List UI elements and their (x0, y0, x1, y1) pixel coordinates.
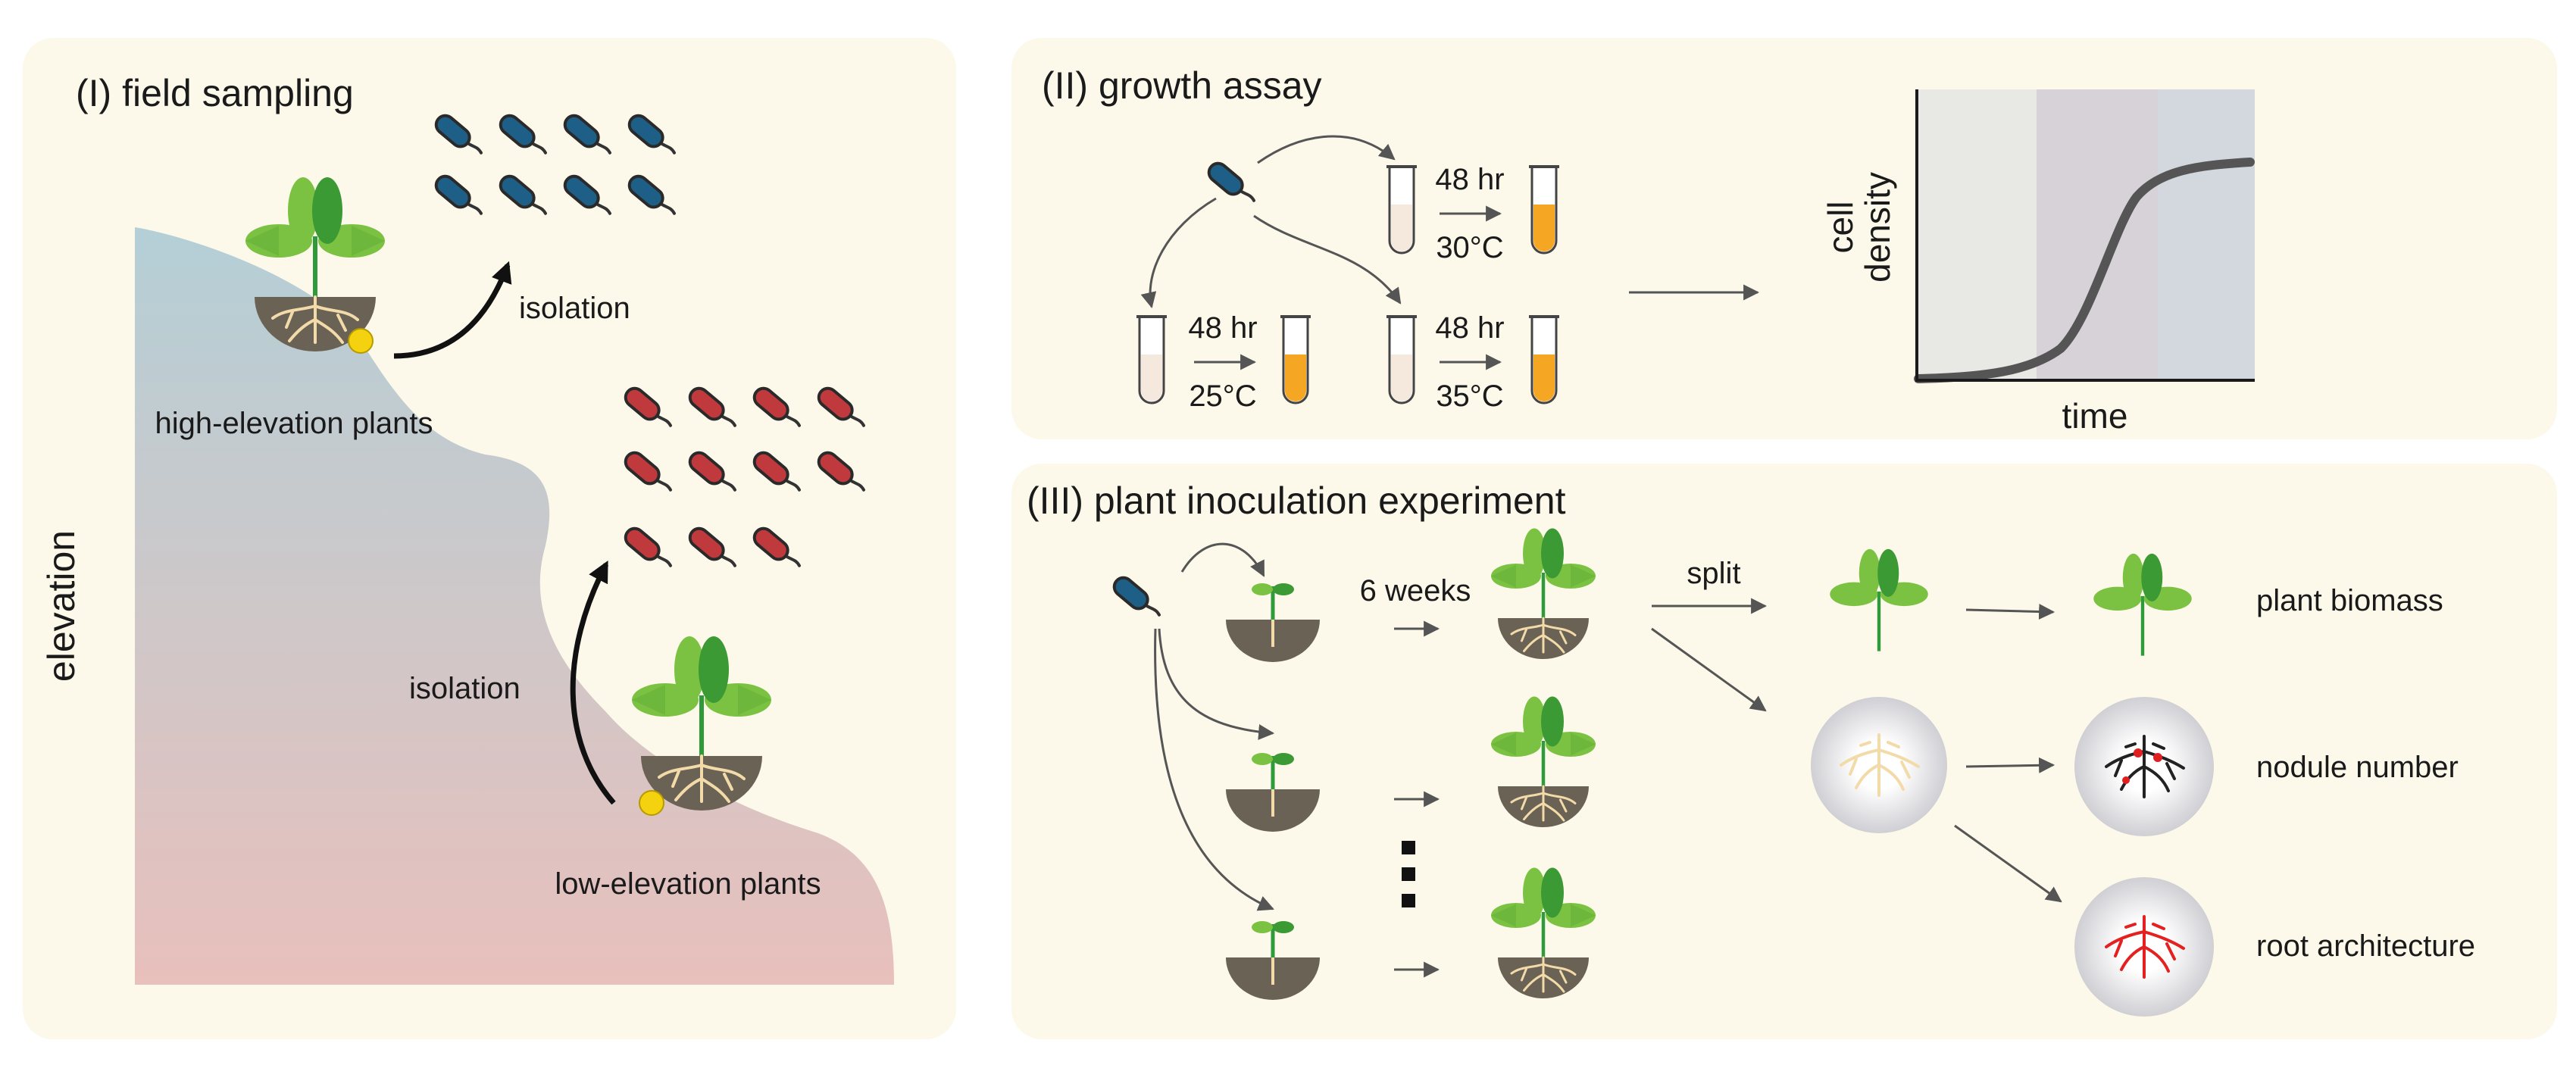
stationary-phase-region (2158, 89, 2255, 380)
growth-curve (1914, 158, 2255, 383)
output-plant-biomass: plant biomass (2256, 584, 2443, 617)
duration-label: 48 hr (1435, 163, 1504, 196)
split-label: split (1687, 557, 1740, 590)
isolation-arrow-bottom (570, 561, 616, 805)
temperature-label: 35°C (1436, 380, 1503, 413)
condition-30c: 48 hr 30°C (1385, 163, 1561, 264)
y-axis-label-line2: density (1858, 172, 1897, 283)
output-root-architecture: root architecture (2256, 929, 2475, 963)
panel-3-title: (III) plant inoculation experiment (1027, 479, 1566, 522)
duration-weeks-label: 6 weeks (1360, 574, 1471, 608)
test-tube-after (1279, 315, 1312, 405)
temperature-label: 25°C (1189, 380, 1256, 413)
lag-phase-region (1917, 89, 2037, 380)
condition-25c: 48 hr 25°C (1135, 311, 1312, 413)
elevation-axis-label: elevation (40, 530, 83, 682)
y-axis-label-line1: cell (1821, 201, 1860, 253)
nodule-yellow-icon (348, 328, 374, 354)
panel-2-title: (II) growth assay (1042, 64, 1322, 107)
inoculation-arrows (1154, 542, 2062, 978)
x-axis-label: time (2062, 396, 2128, 436)
duration-label: 48 hr (1435, 311, 1504, 345)
isolation-label-bottom: isolation (409, 672, 521, 705)
panel-field-sampling: (I) field sampling elevation (23, 38, 956, 1039)
nodule-yellow-icon (639, 790, 664, 816)
nodule-markers (2122, 748, 2162, 784)
test-tube-after (1527, 315, 1561, 405)
panel-1-title: (I) field sampling (76, 72, 354, 114)
test-tube-after (1527, 165, 1561, 255)
isolation-label-top: isolation (519, 292, 630, 325)
test-tube-before (1385, 165, 1418, 255)
panel-growth-assay: (II) growth assay 48 hr 30°C 48 hr 25°C (1011, 38, 2557, 439)
growth-curve-chart: cell density time (1821, 89, 2255, 436)
ellipsis-dots (1402, 841, 1415, 907)
output-nodule-number: nodule number (2256, 751, 2459, 784)
temperature-label: 30°C (1436, 231, 1503, 264)
duration-label: 48 hr (1188, 311, 1257, 345)
panel-plant-inoculation: (III) plant inoculation experiment 6 wee… (1011, 464, 2557, 1039)
low-elevation-label: low-elevation plants (555, 867, 821, 901)
test-tube-before (1385, 315, 1418, 405)
log-phase-region (2037, 89, 2158, 380)
isolation-arrow-top (393, 261, 512, 359)
high-elevation-label: high-elevation plants (155, 407, 433, 440)
test-tube-before (1135, 315, 1168, 405)
condition-35c: 48 hr 35°C (1385, 311, 1561, 413)
growth-branch-arrows (1140, 135, 1760, 309)
